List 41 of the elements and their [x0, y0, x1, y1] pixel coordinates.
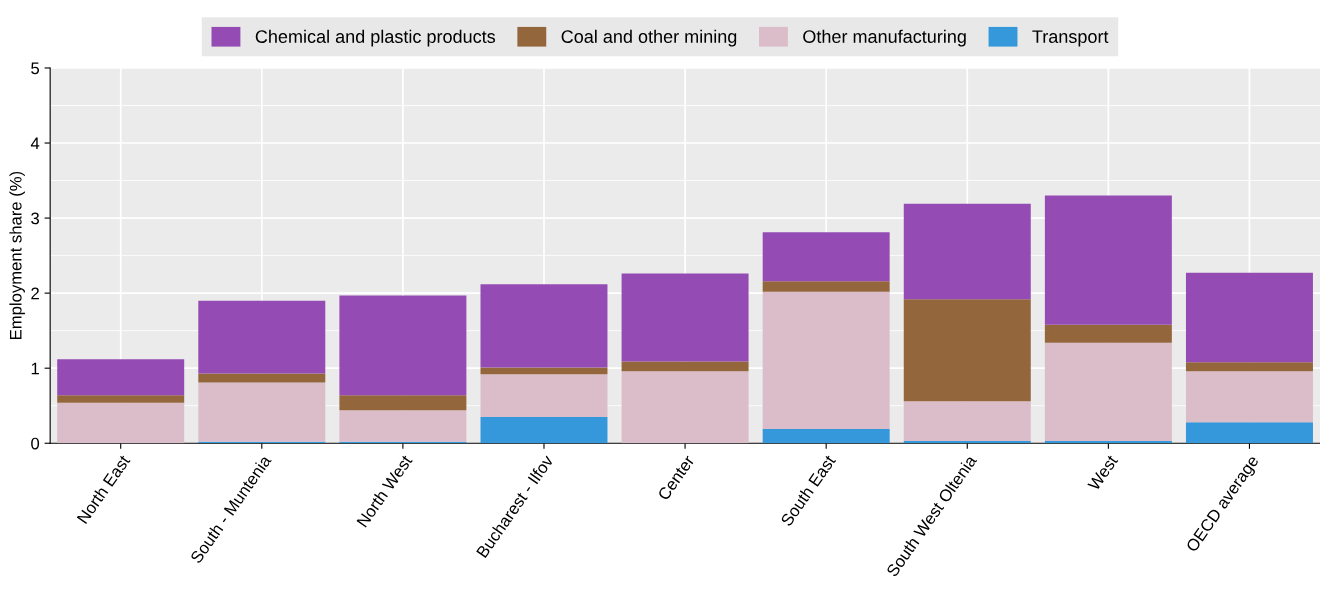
bar: [1044, 324, 1172, 343]
bar: [903, 401, 1031, 441]
bar: [762, 428, 890, 444]
bar: [1185, 422, 1313, 444]
bar: [480, 367, 608, 375]
legend-label: Transport: [1032, 30, 1109, 47]
bar: [57, 395, 185, 403]
bar: [762, 232, 890, 282]
bar: [198, 373, 326, 383]
bar: [1044, 195, 1172, 325]
bar: [57, 359, 185, 396]
bar: [1185, 362, 1313, 372]
bar: [1185, 272, 1313, 363]
bar: [621, 361, 749, 372]
y-tick-label: 1: [31, 362, 39, 375]
bar: [198, 382, 326, 442]
bar: [480, 416, 608, 444]
bar: [1185, 371, 1313, 423]
y-tick-label: 2: [31, 287, 39, 300]
y-tick-label: 5: [31, 62, 40, 75]
bar: [480, 374, 608, 417]
y-tick-label: 4: [30, 137, 40, 150]
bar: [339, 395, 467, 411]
bar: [480, 284, 608, 368]
legend-label: Coal and other mining: [561, 29, 737, 47]
bar: [1044, 342, 1172, 441]
bar: [339, 295, 467, 396]
legend-label: Chemical and plastic products: [255, 29, 496, 47]
bar: [762, 281, 890, 292]
bar: [903, 299, 1031, 402]
legend-label: Other manufacturing: [803, 29, 966, 47]
bar: [762, 291, 890, 429]
y-tick-label: 3: [31, 212, 40, 225]
bar: [903, 203, 1031, 300]
bar: [621, 371, 749, 444]
bar: [57, 402, 185, 444]
bar: [339, 410, 467, 442]
y-tick-label: 0: [31, 437, 40, 450]
bar: [621, 273, 749, 362]
y-axis-title: Employment share (%): [9, 171, 25, 339]
bar: [198, 300, 326, 374]
